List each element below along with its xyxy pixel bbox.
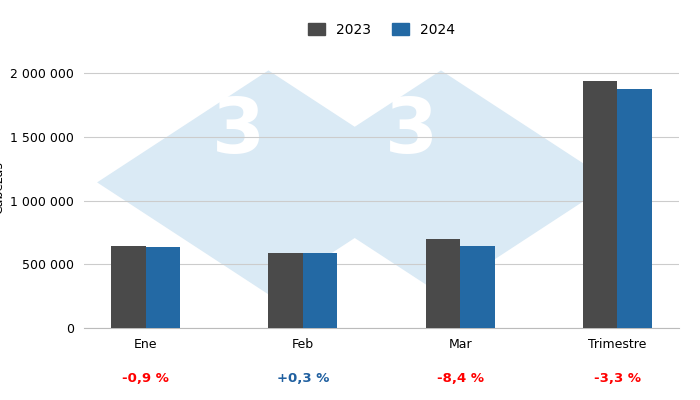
Bar: [268, 253, 303, 328]
Text: 3: 3: [444, 204, 485, 261]
Bar: [111, 246, 146, 328]
Y-axis label: Cabezas: Cabezas: [0, 162, 5, 214]
Text: -8,4 %: -8,4 %: [437, 372, 484, 386]
Bar: [583, 81, 617, 328]
Text: 3: 3: [385, 95, 438, 169]
Bar: [146, 247, 180, 328]
Legend: 2023, 2024: 2023, 2024: [302, 16, 461, 44]
Bar: [303, 253, 337, 328]
Polygon shape: [270, 70, 612, 294]
Text: -0,9 %: -0,9 %: [122, 372, 169, 386]
Bar: [426, 239, 460, 328]
Text: -3,3 %: -3,3 %: [594, 372, 641, 386]
Text: 3: 3: [212, 95, 265, 169]
Bar: [460, 246, 495, 328]
Text: 3: 3: [272, 204, 313, 261]
Bar: [617, 89, 652, 328]
Text: +0,3 %: +0,3 %: [276, 372, 329, 386]
Polygon shape: [97, 70, 440, 294]
